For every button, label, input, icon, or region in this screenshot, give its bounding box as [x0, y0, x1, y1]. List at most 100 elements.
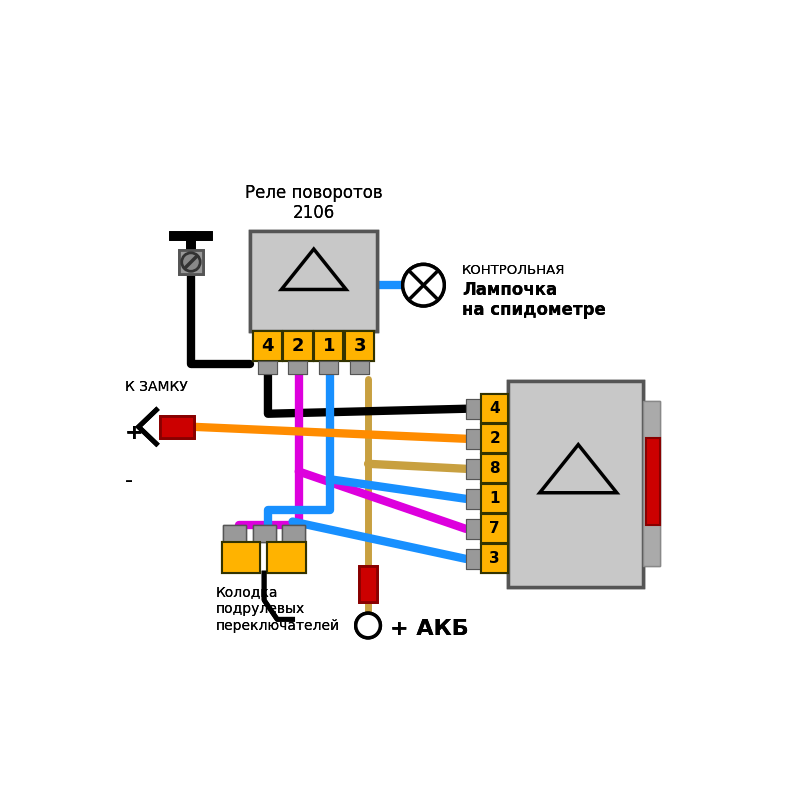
Text: подрулевых: подрулевых: [216, 602, 305, 616]
FancyBboxPatch shape: [257, 360, 276, 374]
FancyBboxPatch shape: [314, 331, 343, 360]
Text: 1: 1: [490, 491, 500, 506]
Circle shape: [356, 613, 381, 638]
FancyBboxPatch shape: [359, 566, 378, 602]
FancyBboxPatch shape: [466, 399, 481, 418]
Text: 1: 1: [323, 337, 335, 355]
Text: 3: 3: [353, 337, 366, 355]
Circle shape: [403, 265, 444, 306]
FancyBboxPatch shape: [253, 331, 282, 360]
FancyBboxPatch shape: [345, 331, 374, 360]
Text: +: +: [125, 423, 144, 443]
Text: 2: 2: [489, 431, 500, 447]
Text: на спидометре: на спидометре: [462, 301, 606, 319]
FancyBboxPatch shape: [646, 438, 660, 525]
Text: 7: 7: [489, 521, 500, 536]
FancyBboxPatch shape: [250, 232, 378, 331]
Text: на спидометре: на спидометре: [462, 301, 606, 319]
Text: 4: 4: [261, 337, 273, 355]
Circle shape: [356, 613, 381, 638]
FancyBboxPatch shape: [345, 331, 374, 360]
Text: 4: 4: [489, 401, 500, 416]
FancyBboxPatch shape: [257, 360, 276, 374]
FancyBboxPatch shape: [319, 360, 338, 374]
FancyBboxPatch shape: [508, 381, 643, 587]
FancyBboxPatch shape: [282, 525, 305, 542]
FancyBboxPatch shape: [466, 459, 481, 479]
FancyBboxPatch shape: [223, 525, 246, 542]
FancyBboxPatch shape: [481, 484, 508, 513]
FancyBboxPatch shape: [319, 360, 338, 374]
Text: К ЗАМКУ: К ЗАМКУ: [125, 380, 188, 394]
Text: 2106: 2106: [293, 204, 335, 222]
FancyBboxPatch shape: [481, 394, 508, 423]
FancyBboxPatch shape: [481, 544, 508, 573]
Text: 2: 2: [292, 337, 305, 355]
Text: КОНТРОЛЬНАЯ: КОНТРОЛЬНАЯ: [462, 264, 565, 276]
FancyBboxPatch shape: [481, 424, 508, 453]
Text: Лампочка: Лампочка: [462, 281, 557, 299]
FancyBboxPatch shape: [481, 424, 508, 453]
FancyBboxPatch shape: [314, 331, 343, 360]
FancyBboxPatch shape: [466, 550, 481, 568]
FancyBboxPatch shape: [267, 542, 305, 573]
Text: 2106: 2106: [293, 204, 335, 222]
Text: Реле поворотов: Реле поворотов: [245, 184, 382, 202]
FancyBboxPatch shape: [253, 525, 276, 542]
Text: 8: 8: [489, 462, 500, 476]
Text: Колодка: Колодка: [216, 585, 278, 599]
FancyBboxPatch shape: [350, 360, 369, 374]
FancyBboxPatch shape: [283, 331, 312, 360]
FancyBboxPatch shape: [481, 394, 508, 423]
FancyBboxPatch shape: [160, 416, 194, 437]
FancyBboxPatch shape: [643, 401, 660, 566]
Text: переключателей: переключателей: [216, 619, 340, 633]
FancyBboxPatch shape: [221, 542, 261, 573]
FancyBboxPatch shape: [359, 566, 378, 602]
FancyBboxPatch shape: [282, 525, 305, 542]
Text: 8: 8: [489, 462, 500, 476]
Text: Реле поворотов: Реле поворотов: [245, 184, 382, 202]
FancyBboxPatch shape: [221, 542, 261, 573]
Text: Колодка: Колодка: [216, 585, 278, 599]
Text: подрулевых: подрулевых: [216, 602, 305, 616]
FancyBboxPatch shape: [466, 519, 481, 539]
Text: 4: 4: [489, 401, 500, 416]
Text: -: -: [125, 471, 133, 491]
FancyBboxPatch shape: [481, 514, 508, 543]
FancyBboxPatch shape: [350, 360, 369, 374]
Text: + АКБ: + АКБ: [389, 619, 469, 639]
FancyBboxPatch shape: [481, 514, 508, 543]
FancyBboxPatch shape: [481, 544, 508, 573]
FancyBboxPatch shape: [253, 525, 276, 542]
FancyBboxPatch shape: [250, 232, 378, 331]
FancyBboxPatch shape: [481, 484, 508, 513]
Circle shape: [403, 265, 444, 306]
FancyBboxPatch shape: [466, 429, 481, 448]
FancyBboxPatch shape: [283, 331, 312, 360]
FancyBboxPatch shape: [466, 550, 481, 568]
FancyBboxPatch shape: [466, 459, 481, 479]
FancyBboxPatch shape: [160, 416, 194, 437]
FancyBboxPatch shape: [253, 331, 282, 360]
Text: 1: 1: [490, 491, 500, 506]
Text: 2: 2: [489, 431, 500, 447]
Text: Лампочка: Лампочка: [462, 281, 557, 299]
FancyBboxPatch shape: [643, 401, 660, 566]
Text: КОНТРОЛЬНАЯ: КОНТРОЛЬНАЯ: [462, 264, 565, 276]
FancyBboxPatch shape: [466, 399, 481, 418]
FancyBboxPatch shape: [267, 542, 305, 573]
Text: +: +: [125, 423, 144, 443]
Text: 3: 3: [489, 551, 500, 567]
Text: переключателей: переключателей: [216, 619, 340, 633]
FancyBboxPatch shape: [481, 454, 508, 483]
Text: 3: 3: [353, 337, 366, 355]
FancyBboxPatch shape: [466, 429, 481, 448]
Text: 4: 4: [261, 337, 273, 355]
FancyBboxPatch shape: [179, 250, 203, 275]
FancyBboxPatch shape: [508, 381, 643, 587]
Circle shape: [181, 253, 200, 272]
FancyBboxPatch shape: [288, 360, 308, 374]
FancyBboxPatch shape: [223, 525, 246, 542]
FancyBboxPatch shape: [646, 438, 660, 525]
